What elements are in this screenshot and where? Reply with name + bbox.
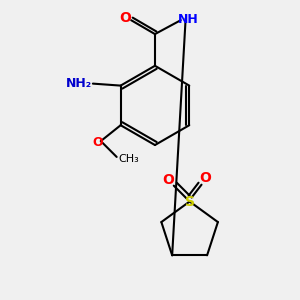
- Text: O: O: [200, 171, 211, 185]
- Text: O: O: [162, 173, 174, 187]
- Text: NH₂: NH₂: [66, 77, 92, 90]
- Text: CH₃: CH₃: [118, 154, 139, 164]
- Text: O: O: [92, 136, 103, 148]
- Text: O: O: [119, 11, 131, 25]
- Text: NH: NH: [178, 13, 199, 26]
- Text: S: S: [184, 194, 195, 208]
